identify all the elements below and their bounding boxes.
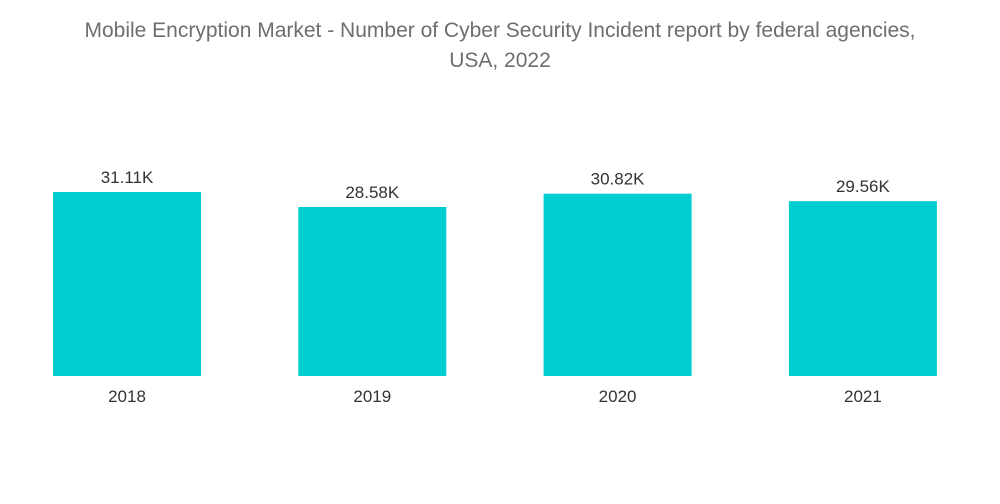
bar-2018 — [53, 192, 201, 376]
chart-title: Mobile Encryption Market - Number of Cyb… — [0, 16, 1000, 76]
value-labels-group: 31.11K 28.58K 30.82K 29.56K — [101, 168, 891, 202]
bar-2020 — [543, 193, 692, 376]
bar-2021 — [788, 201, 937, 376]
data-label-2019: 28.58K — [345, 183, 400, 202]
chart-title-line-1: Mobile Encryption Market - Number of Cyb… — [84, 19, 916, 42]
data-label-2018: 31.11K — [101, 168, 154, 187]
data-label-2021: 29.56K — [836, 177, 891, 196]
x-tick-label-2019: 2019 — [353, 387, 391, 406]
bar-2019 — [298, 207, 447, 376]
x-tick-label-2020: 2020 — [599, 387, 637, 406]
chart-title-line-2: USA, 2022 — [449, 49, 551, 72]
bars-group — [53, 192, 937, 376]
x-tick-label-2021: 2021 — [844, 387, 882, 406]
x-axis-tick-labels: 2018 2019 2020 2021 — [108, 387, 882, 406]
data-label-2020: 30.82K — [591, 170, 646, 189]
x-tick-label-2018: 2018 — [108, 387, 146, 406]
